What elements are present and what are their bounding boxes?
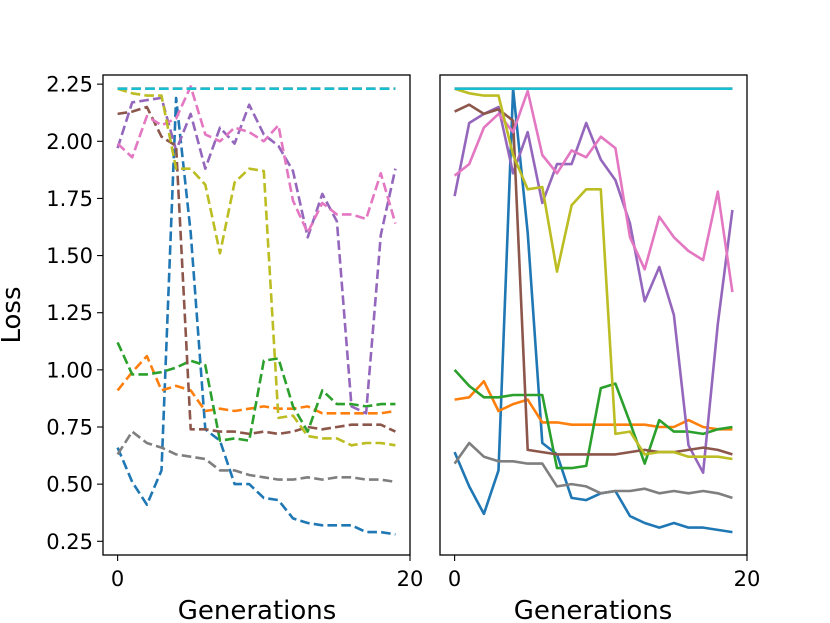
right-x-axis-label: Generations [514,596,673,623]
y-tick-label: 1.00 [46,358,93,382]
y-axis-label: Loss [0,286,27,343]
series-line-brown [117,105,396,436]
y-tick-label: 0.75 [46,416,93,440]
y-tick-label: 1.50 [46,244,93,268]
right-plot-panel: 0 20 Generations [439,74,760,623]
left-plot-frame [102,74,411,556]
left-x-axis-label: Generations [178,596,337,623]
left-plot-panel: 0.25 0.50 0.75 1.00 1.25 1.50 1.75 2.00 2.25 0 20… [0,73,423,623]
series-line-gray [116,430,396,484]
series-line-gray [453,441,733,500]
left-y-axis-ticks: 0.25 0.50 0.75 1.00 1.25 1.50 1.75 2.00 2.25 [46,73,103,554]
right-x-axis-ticks: 0 20 [448,555,760,591]
x-tick-label: 0 [448,567,461,591]
series-line-olive [454,87,733,461]
series-line-pink [116,85,397,234]
x-tick-label: 20 [397,567,424,591]
x-tick-label: 0 [111,567,124,591]
y-tick-label: 1.75 [46,187,93,211]
y-tick-label: 0.25 [46,530,93,554]
right-plot-frame [439,74,748,556]
series-line-orange [116,354,396,415]
series-line-pink [453,89,734,293]
series-line-blue [116,96,396,536]
y-tick-label: 0.50 [46,473,93,497]
right-plot-lines [453,87,734,534]
series-line-blue [453,87,733,534]
y-tick-label: 2.25 [46,73,93,97]
x-tick-label: 20 [734,567,761,591]
series-line-olive [117,87,396,447]
y-tick-label: 2.00 [46,130,93,154]
series-line-brown [454,103,733,456]
left-x-axis-ticks: 0 20 [111,555,423,591]
left-plot-lines [116,85,397,536]
y-tick-label: 1.25 [46,301,93,325]
